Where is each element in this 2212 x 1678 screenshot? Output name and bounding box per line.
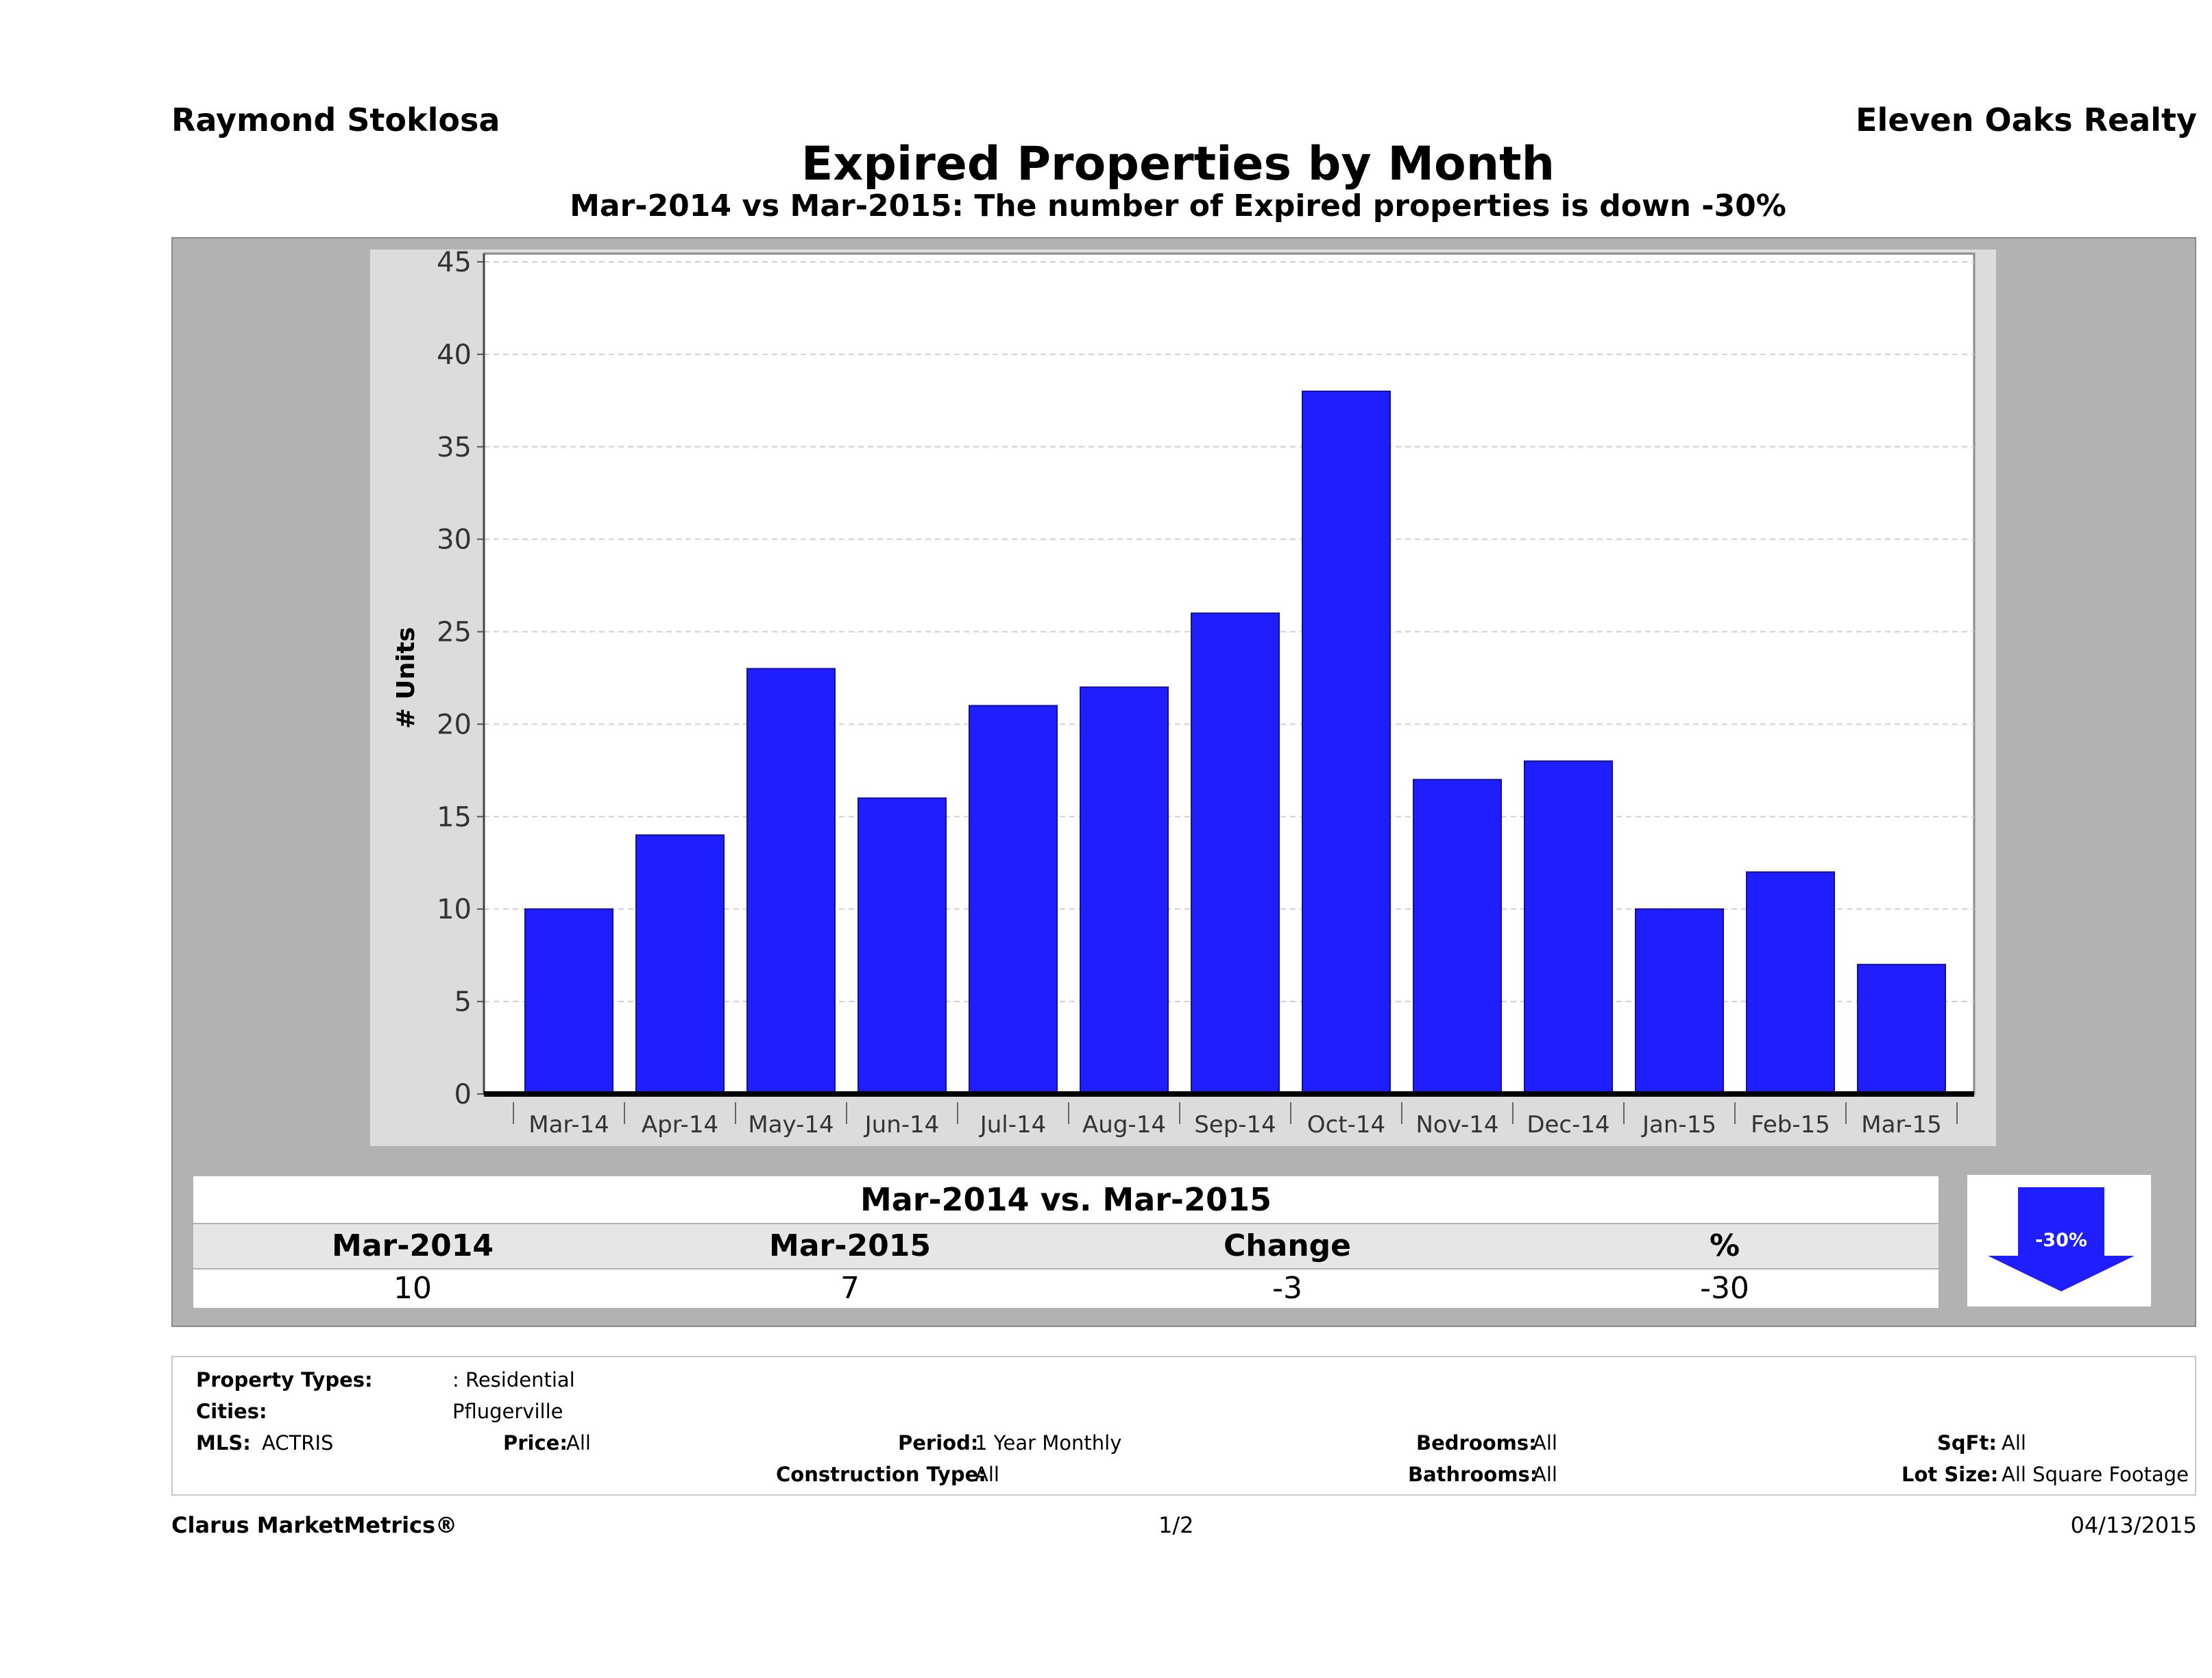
y-tick-label: 5 xyxy=(454,986,472,1018)
summary-value-change: -3 xyxy=(1272,1271,1302,1306)
filter-cities-label: Cities: xyxy=(196,1400,267,1423)
bar xyxy=(1857,964,1946,1095)
y-axis-label: # Units xyxy=(392,627,420,729)
agent-name: Raymond Stoklosa xyxy=(171,101,500,138)
bar-chart: 0 5 10 15 20 25 30 35 40 45 # Units Mar-14 Apr-14 May… xyxy=(392,250,1976,1139)
bar xyxy=(1524,760,1613,1095)
footer-date: 04/13/2015 xyxy=(2070,1512,2197,1538)
summary-header-mar2015: Mar-2015 xyxy=(769,1228,931,1263)
filter-property-types-value: : Residential xyxy=(452,1368,575,1391)
company-name: Eleven Oaks Realty xyxy=(1856,101,2197,138)
x-tick-label: Apr-14 xyxy=(642,1111,718,1139)
filter-property-types-label: Property Types: xyxy=(196,1368,373,1391)
x-tick-label: Sep-14 xyxy=(1194,1111,1276,1139)
filter-cities-value: Pflugerville xyxy=(452,1400,563,1423)
x-tick-label: Feb-15 xyxy=(1751,1111,1830,1139)
x-tick-label: Jul-14 xyxy=(979,1111,1047,1139)
y-tick-label: 15 xyxy=(437,801,472,833)
summary-value-mar2015: 7 xyxy=(840,1271,860,1306)
bar xyxy=(858,797,947,1095)
bar xyxy=(1635,908,1724,1095)
bar xyxy=(1413,779,1502,1095)
x-tick-label: Aug-14 xyxy=(1082,1111,1166,1139)
x-tick-label: May-14 xyxy=(748,1111,834,1139)
footer-page-number: 1/2 xyxy=(1158,1512,1194,1538)
filter-bedrooms-label: Bedrooms: xyxy=(1416,1431,1537,1455)
x-tick-label: Mar-14 xyxy=(528,1111,609,1139)
x-tick-label: Nov-14 xyxy=(1416,1111,1499,1139)
filter-bathrooms-value: All xyxy=(1533,1463,1557,1486)
chart-title: Expired Properties by Month xyxy=(801,137,1555,191)
x-tick-label: Mar-15 xyxy=(1861,1111,1942,1139)
filter-sqft-value: All xyxy=(2002,1431,2026,1455)
summary-title: Mar-2014 vs. Mar-2015 xyxy=(860,1181,1272,1218)
bar xyxy=(1080,686,1169,1095)
filter-period-value: 1 Year Monthly xyxy=(975,1431,1122,1455)
summary-value-row xyxy=(193,1269,1938,1308)
bar xyxy=(635,834,725,1095)
filter-bathrooms-label: Bathrooms: xyxy=(1408,1463,1538,1486)
x-tick-label: Jan-15 xyxy=(1641,1111,1716,1139)
y-tick-label: 0 xyxy=(454,1079,472,1110)
bar xyxy=(1302,390,1391,1095)
filter-construction-value: All xyxy=(975,1463,999,1486)
bar xyxy=(1746,871,1835,1095)
filter-sqft-label: SqFt: xyxy=(1937,1431,1997,1455)
change-badge-label: -30% xyxy=(2035,1230,2087,1251)
y-tick-label: 45 xyxy=(437,250,472,278)
summary-header-mar2014: Mar-2014 xyxy=(332,1228,494,1263)
filter-box xyxy=(171,1356,2196,1496)
filter-mls-label: MLS: xyxy=(196,1431,251,1455)
change-badge-box: -30% xyxy=(1967,1175,2151,1306)
summary-title-row xyxy=(193,1176,1938,1223)
y-tick-label: 10 xyxy=(437,894,472,925)
y-tick-label: 35 xyxy=(437,432,472,463)
filter-period-label: Period: xyxy=(898,1431,979,1455)
bar xyxy=(969,705,1058,1095)
y-tick-label: 40 xyxy=(437,339,472,371)
filter-price-value: All xyxy=(566,1431,591,1455)
y-tick-label: 25 xyxy=(437,617,472,648)
chart-subtitle: Mar-2014 vs Mar-2015: The number of Expi… xyxy=(570,189,1786,223)
filter-lotsize-label: Lot Size: xyxy=(1901,1463,1999,1486)
filter-construction-label: Construction Type: xyxy=(776,1463,986,1486)
summary-header-percent: % xyxy=(1709,1228,1740,1263)
y-tick-label: 20 xyxy=(437,709,472,740)
footer-brand: Clarus MarketMetrics® xyxy=(171,1512,458,1538)
filter-mls-value: ACTRIS xyxy=(262,1431,334,1455)
summary-header-change: Change xyxy=(1224,1228,1351,1263)
bar xyxy=(746,668,836,1095)
summary-header-row xyxy=(193,1224,1938,1268)
filter-price-label: Price: xyxy=(503,1431,568,1455)
summary-value-percent: -30 xyxy=(1700,1271,1749,1306)
x-tick-label: Dec-14 xyxy=(1527,1111,1609,1139)
x-tick-label: Jun-14 xyxy=(864,1111,940,1139)
x-tick-label: Oct-14 xyxy=(1307,1111,1385,1139)
down-arrow-icon xyxy=(1988,1187,2135,1291)
summary-value-mar2014: 10 xyxy=(393,1271,432,1306)
filter-lotsize-value: All Square Footage xyxy=(2002,1463,2189,1486)
bar xyxy=(524,908,613,1095)
bar xyxy=(1191,612,1280,1095)
filter-bedrooms-value: All xyxy=(1533,1431,1557,1455)
y-tick-label: 30 xyxy=(437,524,472,556)
